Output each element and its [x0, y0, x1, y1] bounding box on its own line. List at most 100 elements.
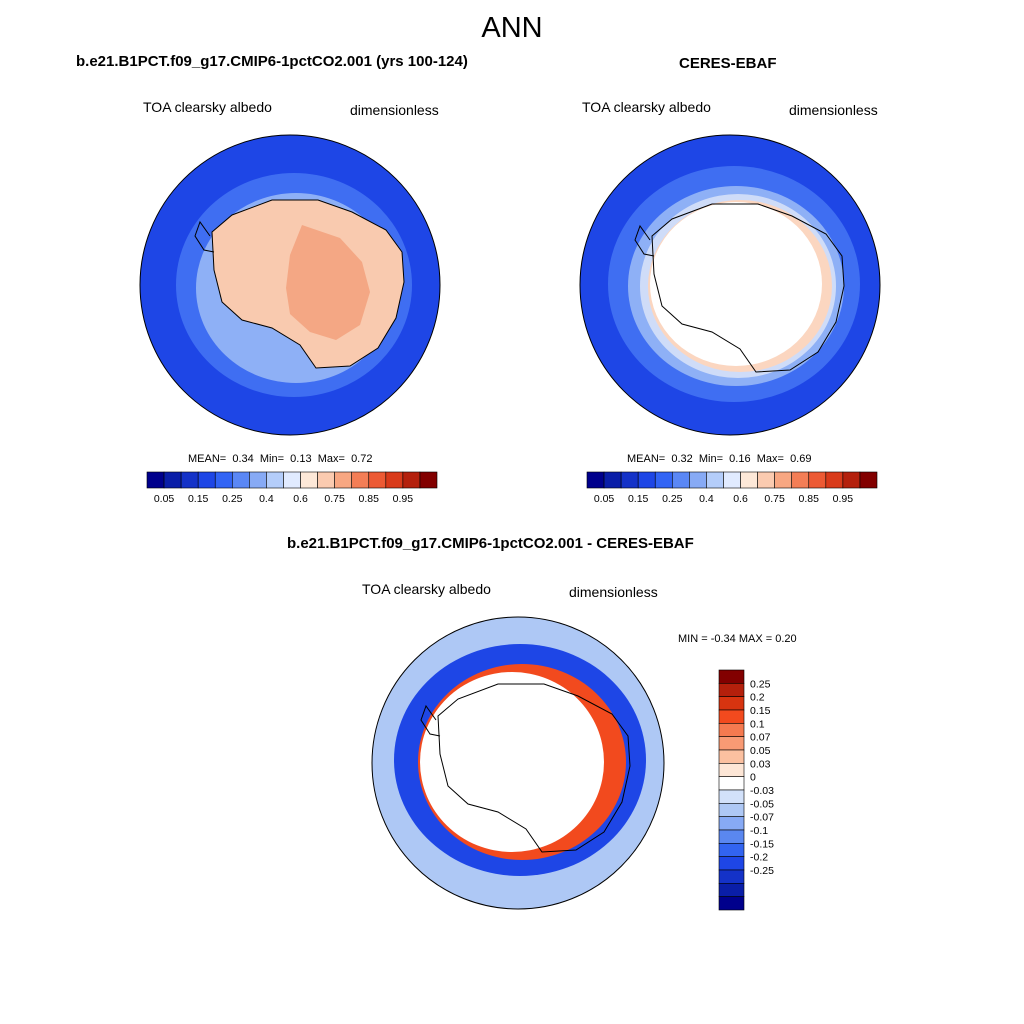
colorbar-box	[718, 749, 745, 764]
colorbar-box	[791, 471, 810, 489]
colorbar-box	[718, 816, 745, 831]
peninsula-coast	[634, 224, 655, 257]
colorbar-box	[718, 856, 745, 871]
colorbar-box	[146, 471, 165, 489]
colorbar-tick-label: 0.4	[699, 493, 714, 505]
colorbar-box	[654, 471, 673, 489]
colorbar-tick-label: 0.15	[188, 493, 209, 505]
colorbar-box	[718, 723, 745, 737]
panel-obs-title: CERES-EBAF	[679, 55, 777, 72]
colorbar-box	[718, 776, 745, 791]
colorbar-box	[718, 896, 745, 911]
colorbar-box	[740, 471, 758, 489]
colorbar-box	[718, 789, 745, 804]
panel-obs-stats: MEAN= 0.32 Min= 0.16 Max= 0.69	[627, 453, 812, 465]
colorbar-tick-label: 0.75	[324, 493, 345, 505]
colorbar-tick-label: 0.05	[154, 493, 175, 505]
coastline	[211, 199, 405, 369]
colorbar-box	[197, 471, 216, 489]
colorbar-tick-label: 0.95	[393, 493, 414, 505]
colorbar-tick-label: 0.1	[750, 718, 765, 730]
panel-diff-variable: TOA clearsky albedo	[362, 581, 491, 597]
panel-diff-minmax: MIN = -0.34 MAX = 0.20	[678, 633, 797, 645]
colorbar-tick-label: 0.15	[750, 705, 771, 717]
colorbar-box	[718, 843, 745, 857]
colorbar-tick-label: 0.85	[799, 493, 820, 505]
coastline	[651, 203, 845, 373]
colorbar-box	[718, 803, 745, 817]
colorbar-box	[808, 471, 827, 489]
colorbar-box	[671, 471, 690, 489]
colorbar-box	[859, 471, 878, 489]
colorbar-box	[774, 471, 793, 489]
colorbar-tick-label: 0.4	[259, 493, 274, 505]
colorbar-tick-label: -0.05	[750, 798, 774, 810]
colorbar-box	[706, 471, 724, 489]
colorbar-box	[368, 471, 387, 489]
colorbar-box	[231, 471, 250, 489]
missing-data	[650, 202, 822, 366]
colorbar-box	[180, 471, 199, 489]
colorbar-tick-label: -0.2	[750, 852, 768, 864]
panel-model-variable: TOA clearsky albedo	[143, 99, 272, 115]
colorbar-tick-label: 0	[750, 772, 756, 784]
colorbar-box	[718, 736, 745, 751]
colorbar-tick-label: 0.25	[750, 678, 771, 690]
map-diff	[371, 616, 665, 910]
colorbar-box	[718, 763, 745, 777]
colorbar-box	[317, 471, 335, 489]
colorbar-tick-label: -0.07	[750, 812, 774, 824]
colorbar-box	[723, 471, 741, 489]
colorbar-tick-label: 0.03	[750, 758, 771, 770]
colorbar-tick-label: 0.05	[594, 493, 615, 505]
colorbar-box	[214, 471, 233, 489]
colorbar-diff: 0.25 0.20.150.1 0.070.050.03 0-0.03-0.05 -0.…	[718, 669, 774, 911]
colorbar-tick-label: 0.25	[662, 493, 683, 505]
colorbar-tick-label: 0.6	[733, 493, 748, 505]
coastline	[437, 683, 631, 853]
colorbar-tick-label: 0.2	[750, 692, 765, 704]
colorbar-tick-label: -0.1	[750, 825, 768, 837]
colorbar-box	[757, 471, 775, 489]
panel-diff-units: dimensionless	[569, 584, 658, 600]
colorbar-box	[385, 471, 404, 489]
colorbar-box	[402, 471, 421, 489]
colorbar-box	[718, 696, 745, 711]
colorbar-obs: 0.05 0.15 0.25 0.4 0.6 0.75 0.85 0.95	[586, 471, 878, 505]
colorbar-box	[266, 471, 284, 489]
colorbar-tick-label: -0.25	[750, 865, 774, 877]
colorbar-tick-label: 0.05	[750, 745, 771, 757]
colorbar-tick-label: -0.15	[750, 838, 774, 850]
colorbar-box	[334, 471, 353, 489]
colorbar-box	[637, 471, 656, 489]
colorbar-model: 0.05 0.15 0.25 0.4 0.6 0.75 0.85 0.95	[146, 471, 438, 505]
figure-title: ANN	[481, 12, 543, 44]
colorbar-tick-label: 0.85	[359, 493, 380, 505]
panel-diff-title: b.e21.B1PCT.f09_g17.CMIP6-1pctCO2.001 - …	[287, 535, 694, 552]
colorbar-box	[300, 471, 318, 489]
missing-data	[420, 672, 604, 852]
colorbar-tick-label: 0.95	[833, 493, 854, 505]
panel-model-title: b.e21.B1PCT.f09_g17.CMIP6-1pctCO2.001 (y…	[76, 53, 468, 70]
map-obs	[579, 134, 881, 436]
colorbar-box	[351, 471, 370, 489]
colorbar-box	[718, 709, 745, 724]
panel-obs-units: dimensionless	[789, 102, 878, 118]
colorbar-box	[718, 683, 745, 697]
colorbar-box	[163, 471, 182, 489]
map-model	[139, 134, 441, 436]
colorbar-tick-label: 0.6	[293, 493, 308, 505]
panel-obs-variable: TOA clearsky albedo	[582, 99, 711, 115]
panel-model-units: dimensionless	[350, 102, 439, 118]
colorbar-box	[283, 471, 301, 489]
colorbar-tick-label: 0.25	[222, 493, 243, 505]
colorbar-tick-label: 0.07	[750, 732, 771, 744]
colorbar-box	[249, 471, 267, 489]
panel-model-stats: MEAN= 0.34 Min= 0.13 Max= 0.72	[188, 453, 373, 465]
colorbar-box	[718, 869, 745, 884]
peninsula-coast	[194, 220, 215, 253]
colorbar-box	[603, 471, 622, 489]
colorbar-tick-label: 0.75	[764, 493, 785, 505]
colorbar-box	[718, 669, 745, 684]
